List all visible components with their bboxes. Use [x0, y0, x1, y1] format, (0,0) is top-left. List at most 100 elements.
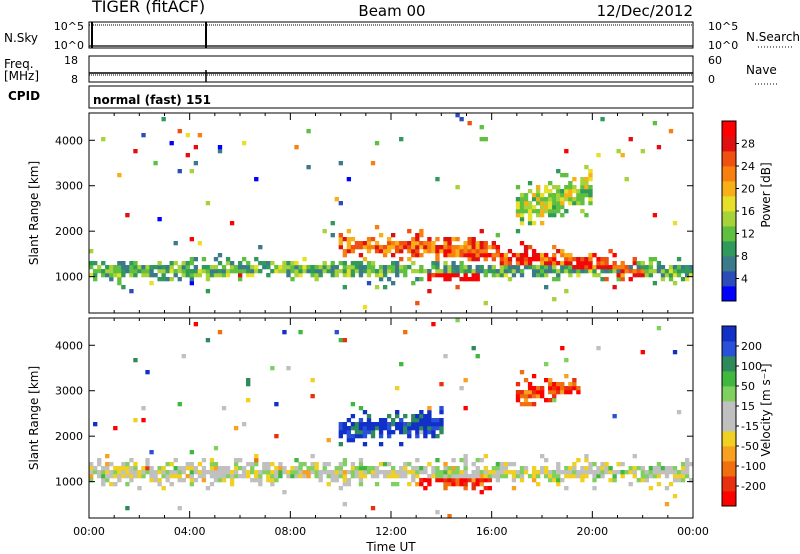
echo-cell: [229, 265, 235, 270]
echo-cell: [596, 466, 601, 471]
echo-cell: [141, 406, 146, 411]
echo-cell: [181, 269, 186, 274]
echo-cell: [568, 265, 573, 270]
echo-cell: [676, 265, 682, 270]
echo-cell: [535, 253, 541, 258]
echo-cell: [439, 273, 444, 278]
echo-cell: [427, 482, 432, 487]
echo-cell: [101, 470, 106, 475]
echo-cell: [358, 241, 364, 246]
echo-cell: [346, 482, 352, 487]
echo-cell: [475, 478, 480, 483]
echo-cell: [386, 470, 392, 475]
echo-cell: [475, 277, 480, 282]
echo-cell: [507, 249, 513, 254]
echo-cell: [258, 470, 263, 475]
echo-cell: [366, 466, 372, 471]
colorbar-segment: [722, 136, 736, 152]
echo-cell: [350, 426, 356, 431]
echo-cell: [338, 233, 343, 238]
echo-cell: [246, 382, 251, 387]
y-tick-label: 2000: [55, 430, 83, 443]
echo-cell: [386, 462, 392, 467]
echo-cell: [624, 177, 629, 182]
echo-cell: [242, 470, 247, 475]
echo-cell: [479, 265, 484, 270]
echo-cell: [564, 197, 569, 202]
echo-cell: [411, 414, 416, 419]
echo-cell: [237, 269, 243, 274]
echo-cell: [93, 466, 98, 471]
velocity-cells: [89, 318, 694, 519]
echo-cell: [342, 426, 348, 431]
echo-cell: [366, 273, 372, 278]
echo-cell: [358, 406, 364, 411]
echo-cell: [548, 398, 553, 403]
echo-cell: [121, 466, 126, 471]
echo-cell: [318, 470, 323, 475]
echo-cell: [519, 390, 525, 395]
echo-cell: [672, 269, 678, 274]
echo-cell: [435, 265, 440, 270]
echo-cell: [109, 474, 114, 479]
echo-cell: [556, 386, 561, 391]
echo-cell: [423, 478, 428, 483]
echo-cell: [282, 490, 287, 495]
echo-cell: [358, 430, 364, 435]
echo-cell: [237, 458, 243, 463]
echo-cell: [519, 394, 525, 399]
echo-cell: [391, 269, 396, 274]
echo-cell: [580, 193, 585, 198]
echo-cell: [495, 462, 501, 467]
echo-cell: [515, 474, 521, 479]
echo-cell: [411, 241, 416, 246]
echo-cell: [467, 265, 472, 270]
echo-cell: [415, 414, 420, 419]
echo-cell: [399, 241, 404, 246]
echo-cell: [270, 261, 275, 266]
echo-cell: [600, 117, 605, 122]
echo-cell: [274, 466, 279, 471]
echo-cell: [644, 269, 650, 274]
echo-cell: [511, 486, 517, 491]
echo-cell: [213, 474, 219, 479]
echo-cell: [282, 330, 287, 335]
echo-cell: [580, 257, 585, 262]
echo-cell: [374, 482, 380, 487]
echo-cell: [423, 422, 428, 427]
echo-cell: [479, 245, 484, 250]
echo-cell: [354, 245, 360, 250]
echo-cell: [451, 245, 456, 250]
echo-cell: [439, 422, 444, 427]
echo-cell: [455, 237, 460, 242]
echo-cell: [125, 506, 130, 511]
echo-cell: [326, 482, 331, 487]
echo-cell: [664, 474, 670, 479]
echo-cell: [519, 474, 525, 479]
freq-tick-high: 18: [64, 54, 78, 67]
echo-cell: [161, 474, 166, 479]
echo-cell: [632, 257, 637, 262]
echo-cell: [580, 466, 585, 471]
echo-cell: [181, 466, 186, 471]
echo-cell: [137, 474, 142, 479]
echo-cell: [592, 253, 597, 258]
echo-cell: [233, 426, 239, 431]
echo-cell: [358, 434, 364, 439]
echo-cell: [519, 197, 525, 202]
echo-cell: [358, 482, 364, 487]
echo-cell: [431, 430, 436, 435]
echo-cell: [346, 438, 352, 443]
colorbar-tick-label: -200: [741, 480, 766, 493]
echo-cell: [620, 470, 625, 475]
echo-cell: [487, 269, 492, 274]
echo-cell: [213, 478, 219, 483]
echo-cell: [519, 478, 525, 483]
echo-cell: [189, 470, 194, 475]
echo-cell: [439, 470, 444, 475]
echo-cell: [294, 145, 299, 150]
echo-cell: [141, 470, 146, 475]
echo-cell: [459, 261, 464, 266]
echo-cell: [636, 261, 641, 266]
echo-cell: [225, 474, 231, 479]
